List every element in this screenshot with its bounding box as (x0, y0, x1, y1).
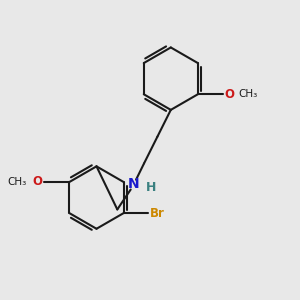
Text: O: O (33, 176, 43, 188)
Text: CH₃: CH₃ (238, 89, 258, 99)
Text: O: O (225, 88, 235, 101)
Text: CH₃: CH₃ (8, 177, 27, 187)
Text: N: N (128, 177, 140, 191)
Text: Br: Br (149, 207, 164, 220)
Text: H: H (146, 181, 157, 194)
